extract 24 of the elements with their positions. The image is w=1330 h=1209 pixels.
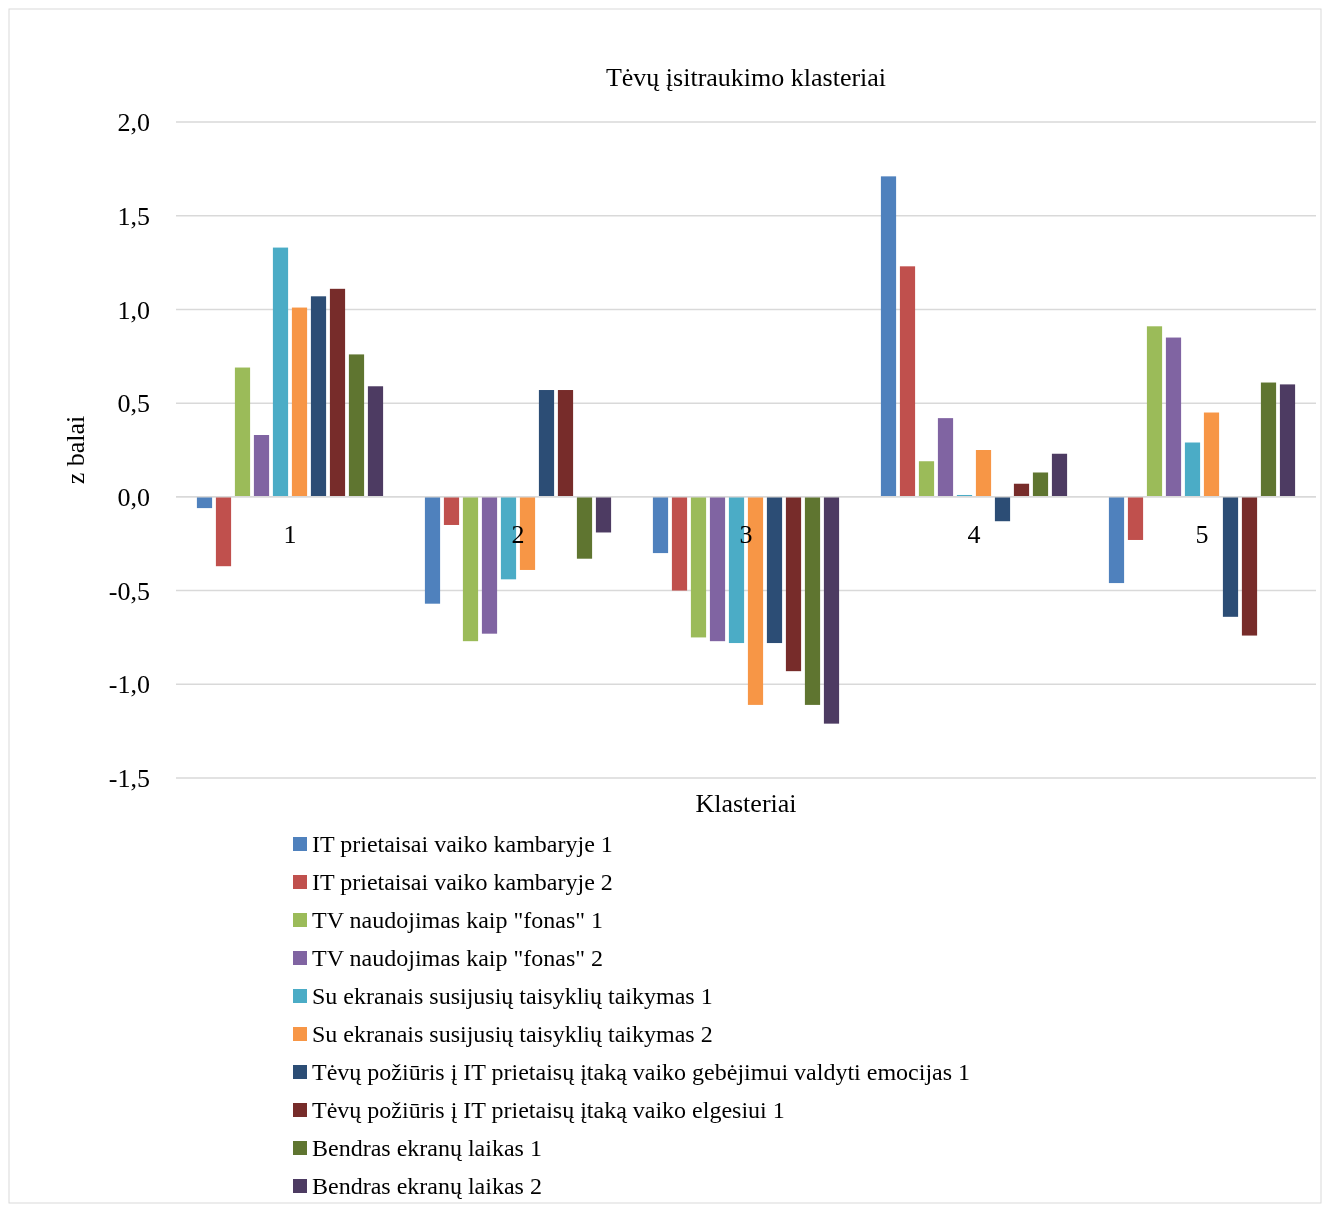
y-tick-label: -1,5 — [108, 764, 150, 794]
y-tick-label: 2,0 — [117, 108, 150, 138]
y-tick-label: 1,5 — [117, 201, 150, 231]
legend-label: Su ekranais susijusių taisyklių taikymas 1 — [312, 983, 713, 1010]
legend-label: IT prietaisai vaiko kambaryje 2 — [312, 869, 613, 896]
x-tick-label: 4 — [967, 519, 981, 549]
y-axis-title: z balai — [61, 415, 90, 485]
y-tick-label: 0,5 — [117, 389, 150, 419]
legend-label: Bendras ekranų laikas 2 — [312, 1173, 542, 1200]
legend-label: Su ekranais susijusių taisyklių taikymas 2 — [312, 1021, 713, 1048]
legend-label: Tėvų požiūris į IT prietaisų įtaką vaiko elgesiui 1 — [312, 1097, 785, 1124]
x-tick-label: 5 — [1195, 519, 1209, 549]
y-tick-label: 1,0 — [117, 295, 150, 325]
x-tick-label: 1 — [283, 519, 297, 549]
legend-label: TV naudojimas kaip "fonas" 2 — [312, 945, 604, 972]
legend-label: Bendras ekranų laikas 1 — [312, 1135, 542, 1162]
legend-label: Tėvų požiūris į IT prietaisų įtaką vaiko gebėjimui valdyti emocijas 1 — [312, 1059, 971, 1086]
y-tick-label: 0,0 — [117, 482, 150, 512]
legend-label: IT prietaisai vaiko kambaryje 1 — [312, 831, 613, 858]
legend-label: TV naudojimas kaip "fonas" 1 — [312, 907, 604, 934]
chart-title: Tėvų įsitraukimo klasteriai — [605, 63, 887, 92]
y-tick-label: -1,0 — [108, 670, 150, 700]
x-axis-title: Klasteriai — [695, 789, 797, 818]
y-tick-label: -0,5 — [108, 576, 150, 606]
